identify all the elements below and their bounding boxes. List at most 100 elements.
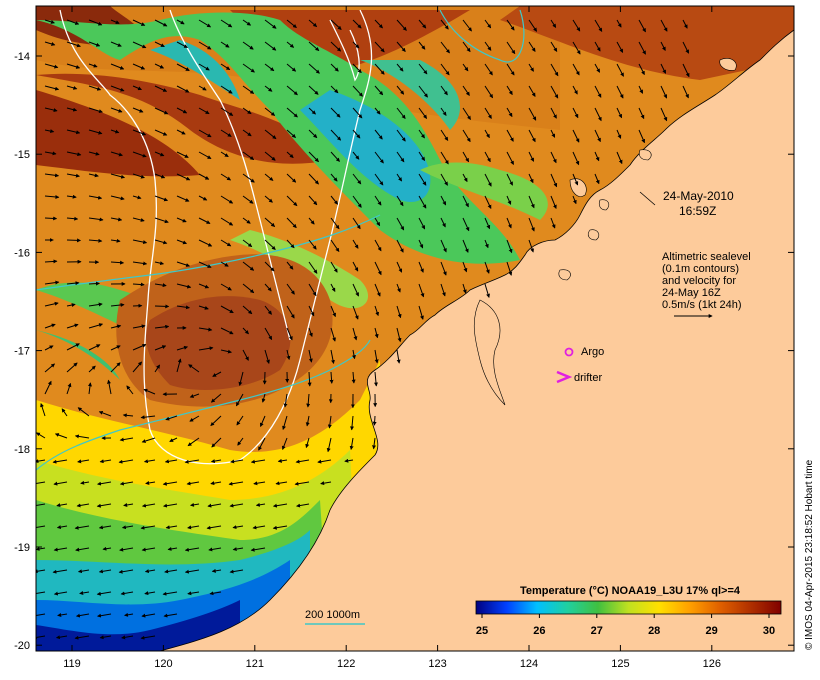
velocity-arrow	[462, 217, 470, 232]
velocity-arrow	[88, 302, 103, 307]
velocity-arrow	[164, 569, 178, 574]
velocity-arrow	[506, 19, 515, 31]
velocity-arrow	[198, 283, 210, 289]
velocity-arrow	[286, 349, 291, 361]
velocity-arrow	[264, 261, 275, 272]
velocity-arrow	[286, 305, 295, 319]
velocity-arrow	[308, 63, 320, 74]
velocity-arrow	[66, 362, 78, 373]
velocity-arrow	[374, 173, 384, 186]
velocity-arrow	[176, 195, 190, 202]
velocity-arrow	[682, 85, 689, 99]
velocity-arrow	[462, 63, 469, 72]
velocity-arrow	[238, 371, 244, 387]
velocity-arrow	[261, 393, 266, 403]
velocity-arrow	[187, 525, 200, 530]
velocity-arrow	[110, 238, 121, 243]
velocity-arrow	[230, 459, 244, 464]
colorbar: Temperature (°C) NOAA19_L3U 17% ql>=4 25…	[475, 585, 782, 637]
velocity-arrow	[198, 129, 212, 138]
velocity-arrow	[186, 481, 200, 486]
velocity-arrow	[140, 525, 156, 530]
velocity-arrow	[97, 481, 112, 486]
velocity-arrow	[308, 305, 315, 317]
velocity-arrow	[154, 173, 166, 179]
altimetry-line-5: 0.5m/s (1kt 24h)	[662, 299, 741, 311]
velocity-arrow	[330, 151, 340, 162]
velocity-arrow	[307, 371, 312, 387]
velocity-arrow	[349, 437, 354, 451]
velocity-arrow	[264, 173, 274, 181]
velocity-arrow	[242, 305, 253, 315]
velocity-arrow	[286, 261, 294, 270]
velocity-arrow	[88, 41, 101, 47]
velocity-arrow	[88, 63, 98, 68]
velocity-arrow	[484, 217, 491, 230]
velocity-arrow	[154, 304, 170, 309]
velocity-arrow	[418, 107, 428, 119]
velocity-arrow	[121, 635, 134, 640]
velocity-arrow	[232, 525, 244, 530]
velocity-arrow	[484, 195, 492, 210]
velocity-arrow	[110, 19, 120, 24]
velocity-arrow	[418, 261, 424, 273]
velocity-arrow	[242, 349, 249, 361]
velocity-arrow	[220, 195, 234, 204]
velocity-arrow	[210, 415, 222, 427]
velocity-arrow	[79, 590, 90, 595]
velocity-arrow	[66, 19, 80, 25]
velocity-arrow	[462, 261, 468, 273]
velocity-arrow	[44, 85, 60, 91]
velocity-arrow	[506, 151, 514, 165]
velocity-arrow	[141, 613, 156, 618]
y-tick-label: -18	[14, 444, 30, 456]
velocity-arrow	[176, 305, 190, 310]
velocity-arrow	[374, 283, 381, 297]
velocity-arrow	[462, 283, 467, 294]
velocity-arrow	[484, 239, 489, 249]
velocity-arrow	[344, 458, 354, 463]
velocity-arrow	[264, 19, 277, 29]
velocity-arrow	[308, 85, 319, 95]
velocity-arrow	[154, 107, 169, 115]
velocity-arrow	[330, 107, 341, 118]
bathymetry-label: 200 1000m	[305, 609, 360, 621]
velocity-arrow	[122, 413, 134, 418]
velocity-arrow	[36, 591, 46, 594]
velocity-arrow	[242, 85, 255, 94]
velocity-arrow	[198, 107, 210, 115]
velocity-arrow	[550, 107, 557, 119]
velocity-arrow	[132, 41, 147, 49]
velocity-arrow	[220, 349, 232, 354]
velocity-arrow	[308, 129, 318, 139]
velocity-arrow	[418, 63, 428, 75]
velocity-arrow	[99, 459, 112, 464]
velocity-arrow	[594, 85, 602, 98]
velocity-arrow	[440, 63, 450, 76]
argo-marker	[564, 347, 574, 357]
velocity-arrow	[350, 415, 355, 431]
velocity-arrow	[110, 260, 125, 265]
velocity-arrow	[88, 129, 103, 135]
velocity-arrow	[220, 327, 234, 335]
velocity-arrow	[352, 63, 362, 74]
velocity-arrow	[418, 283, 425, 298]
velocity-arrow	[132, 324, 146, 329]
velocity-arrow	[352, 85, 363, 97]
velocity-arrow	[286, 129, 296, 138]
velocity-arrow	[119, 481, 134, 486]
velocity-arrow	[198, 85, 207, 91]
velocity-arrow	[66, 85, 78, 90]
velocity-arrow	[594, 151, 600, 162]
velocity-arrow	[264, 107, 276, 116]
velocity-arrow	[75, 547, 90, 552]
x-tick-label: 126	[703, 658, 721, 670]
velocity-arrow	[110, 107, 123, 113]
velocity-arrow	[242, 327, 249, 335]
x-tick-label: 121	[246, 658, 264, 670]
velocity-arrow	[132, 173, 145, 179]
velocity-arrow	[259, 415, 266, 428]
velocity-arrow	[55, 635, 68, 640]
velocity-arrow	[374, 217, 381, 227]
velocity-arrow	[396, 85, 405, 95]
